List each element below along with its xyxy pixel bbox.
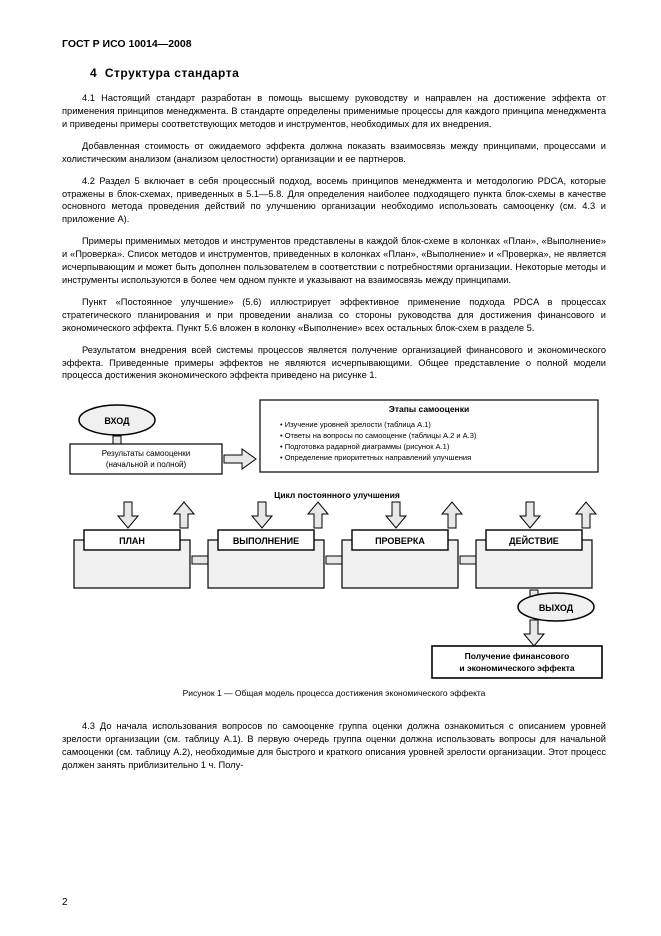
paragraph-4-3: 4.3 До начала использования вопросов по … [62, 720, 606, 771]
document-header: ГОСТ Р ИСО 10014—2008 [62, 38, 606, 50]
output-label: ВЫХОД [539, 603, 574, 613]
figure-1: ВХОД Результаты самооценки (начальной и … [62, 392, 606, 698]
page-number: 2 [62, 897, 68, 908]
pdca-do: ВЫПОЛНЕНИЕ [233, 536, 299, 546]
input-results-l1: Результаты самооценки [102, 449, 191, 458]
pdca-plan: ПЛАН [119, 536, 145, 546]
stages-title: Этапы самооценки [389, 404, 469, 414]
paragraph-4-2: 4.2 Раздел 5 включает в себя процессный … [62, 175, 606, 226]
stage-b4: • Определение приоритетных направлений у… [280, 453, 471, 462]
input-results-l2: (начальной и полной) [106, 460, 187, 469]
stage-b3: • Подготовка радарной диаграммы (рисунок… [280, 442, 450, 451]
outcome-l1: Получение финансового [465, 651, 570, 661]
paragraph-result: Результатом внедрения всей системы проце… [62, 344, 606, 382]
pdca-check: ПРОВЕРКА [375, 536, 425, 546]
section-title: 4 Структура стандарта [90, 66, 606, 80]
pdca-act: ДЕЙСТВИЕ [509, 535, 559, 546]
figure-1-svg: ВХОД Результаты самооценки (начальной и … [62, 392, 606, 682]
section-title-text: Структура стандарта [105, 66, 239, 80]
paragraph-added-value: Добавленная стоимость от ожидаемого эффе… [62, 140, 606, 166]
paragraph-improvement: Пункт «Постоянное улучшение» (5.6) иллюс… [62, 296, 606, 334]
paragraph-examples: Примеры применимых методов и инструменто… [62, 235, 606, 286]
paragraph-4-1: 4.1 Настоящий стандарт разработан в помо… [62, 92, 606, 130]
stage-b2: • Ответы на вопросы по самооценке (табли… [280, 431, 477, 440]
figure-caption: Рисунок 1 — Общая модель процесса достиж… [62, 688, 606, 698]
input-label: ВХОД [104, 416, 130, 426]
section-number: 4 [90, 66, 97, 80]
outcome-l2: и экономического эффекта [459, 663, 575, 673]
cycle-label: Цикл постоянного улучшения [274, 490, 400, 500]
stage-b1: • Изучение уровней зрелости (таблица А.1… [280, 420, 431, 429]
